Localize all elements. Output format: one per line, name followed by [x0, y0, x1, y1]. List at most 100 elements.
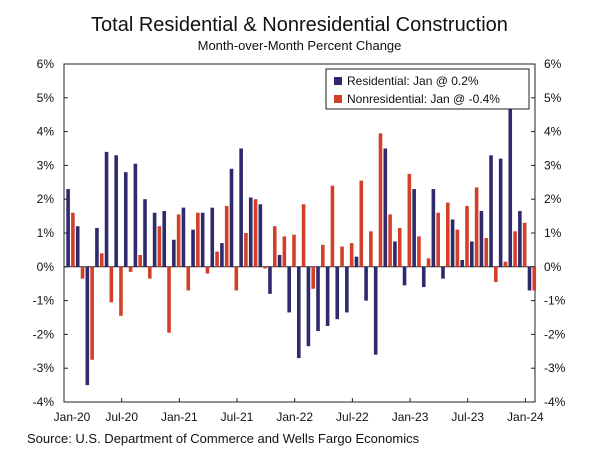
y-tick-label-left: 6% [37, 57, 55, 71]
residential-bar [508, 97, 513, 267]
nonresidential-bar [474, 187, 479, 267]
residential-bar [85, 266, 90, 386]
residential-bar [402, 266, 407, 286]
nonresidential-bar [224, 205, 229, 267]
legend-box [325, 68, 530, 110]
x-tick-label: Jan-24 [507, 410, 544, 424]
residential-bar [518, 211, 522, 267]
nonresidential-bar [359, 180, 364, 267]
residential-bar [345, 266, 349, 313]
x-tick-label: Jan-21 [161, 410, 198, 424]
nonresidential-bar [272, 226, 277, 267]
nonresidential-bar [176, 214, 181, 267]
nonresidential-bar [234, 266, 239, 291]
nonresidential-bar [99, 253, 104, 267]
y-tick-label-right: -4% [544, 395, 566, 409]
residential-bar [450, 219, 455, 267]
residential-bar [383, 148, 388, 267]
nonresidential-bar [532, 266, 537, 291]
residential-bar [248, 197, 253, 267]
residential-bar [460, 260, 464, 267]
nonresidential-bar [167, 266, 171, 333]
y-tick-label-right: 4% [544, 125, 562, 139]
nonresidential-bar [71, 212, 75, 267]
nonresidential-bar [494, 266, 498, 283]
residential-bar [114, 155, 118, 267]
nonresidential-bar [186, 266, 191, 291]
legend-label: Residential: Jan @ 0.2% [347, 74, 479, 88]
nonresidential-bar [138, 254, 142, 267]
residential-bar [373, 266, 378, 355]
x-tick-label: Jan-20 [54, 410, 91, 424]
nonresidential-bar [148, 266, 152, 279]
residential-bar [325, 266, 330, 326]
nonresidential-bar [426, 258, 431, 267]
y-tick-label-right: 3% [544, 158, 562, 172]
residential-bar [239, 148, 243, 267]
residential-bar [277, 254, 282, 267]
legend-swatch [334, 95, 342, 103]
x-tick-label: Jul-20 [105, 410, 138, 424]
nonresidential-bar [253, 199, 258, 267]
nonresidential-bar [484, 238, 489, 267]
residential-bar [210, 207, 215, 267]
nonresidential-bar [301, 204, 306, 267]
residential-bar [431, 189, 436, 267]
residential-bar [306, 266, 311, 347]
y-tick-label-right: 5% [544, 91, 562, 105]
y-tick-label-left: 3% [37, 158, 55, 172]
y-tick-label-left: -4% [33, 395, 55, 409]
residential-bar [143, 199, 147, 267]
nonresidential-bar [349, 243, 354, 267]
y-tick-label-left: 4% [37, 125, 55, 139]
residential-bar [229, 168, 234, 267]
x-tick-label: Jul-23 [451, 410, 484, 424]
residential-bar [104, 151, 109, 267]
residential-bar [258, 204, 263, 267]
nonresidential-bar [196, 212, 200, 267]
legend-swatch [334, 77, 342, 85]
y-tick-label-left: 2% [37, 192, 55, 206]
y-tick-label-right: 6% [544, 57, 562, 71]
chart-source: Source: U.S. Department of Commerce and … [27, 431, 420, 446]
y-tick-label-right: -3% [544, 361, 566, 375]
nonresidential-bar [436, 212, 440, 267]
nonresidential-bar [90, 266, 94, 360]
nonresidential-bar [378, 133, 383, 267]
nonresidential-bar [513, 231, 517, 267]
residential-bar [498, 158, 503, 267]
nonresidential-bar [263, 266, 267, 269]
nonresidential-bar [465, 205, 469, 267]
residential-bar [287, 266, 291, 313]
nonresidential-bar [330, 185, 335, 267]
residential-bar [479, 211, 484, 267]
nonresidential-bar [244, 233, 248, 267]
y-tick-label-right: 2% [544, 192, 562, 206]
residential-bar [412, 189, 416, 267]
nonresidential-bar [407, 173, 412, 267]
residential-bar [172, 239, 176, 267]
x-tick-label: Jul-22 [336, 410, 369, 424]
residential-bar [133, 163, 138, 267]
nonresidential-bar [397, 227, 402, 267]
nonresidential-bar [157, 226, 162, 267]
y-tick-label-left: -2% [33, 327, 55, 341]
residential-bar [421, 266, 426, 288]
nonresidential-bar [522, 222, 527, 267]
nonresidential-bar [119, 266, 123, 316]
legend-label: Nonresidential: Jan @ -0.4% [347, 92, 500, 106]
y-tick-label-left: -1% [33, 294, 55, 308]
y-tick-label-left: 5% [37, 91, 55, 105]
nonresidential-bar [417, 236, 421, 267]
nonresidential-bar [205, 266, 210, 274]
nonresidential-bar [321, 244, 325, 267]
residential-bar [162, 211, 167, 267]
x-tick-label: Jan-22 [276, 410, 313, 424]
residential-bar [470, 241, 474, 267]
residential-bar [527, 266, 532, 291]
y-tick-label-right: -2% [544, 327, 566, 341]
y-tick-label-left: 1% [37, 226, 55, 240]
residential-bar [354, 256, 359, 267]
nonresidential-bar [215, 251, 219, 267]
